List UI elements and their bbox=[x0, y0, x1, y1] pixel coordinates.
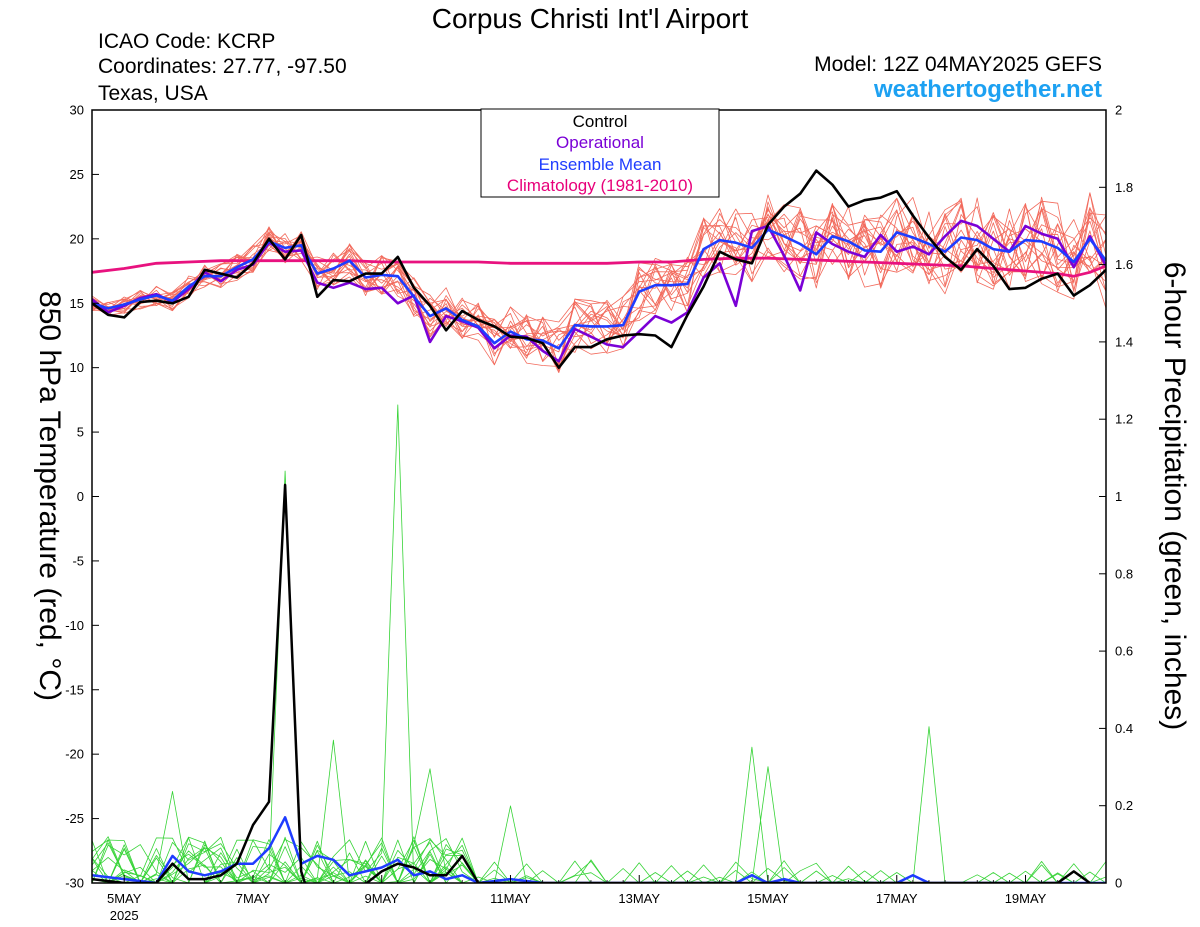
temp-member-line bbox=[92, 209, 1106, 350]
x-tick-label: 9MAY bbox=[364, 891, 399, 906]
precip-member-line bbox=[92, 768, 1106, 883]
right-tick-label: 0.4 bbox=[1115, 721, 1133, 736]
x-tick-label: 11MAY bbox=[490, 891, 531, 906]
temp-member-line bbox=[92, 208, 1106, 357]
left-tick-label: 15 bbox=[70, 296, 84, 311]
right-tick-label: 1.4 bbox=[1115, 334, 1133, 349]
control-line bbox=[92, 169, 1106, 370]
series-lines bbox=[92, 169, 1106, 883]
legend-climatology: Climatology (1981-2010) bbox=[507, 176, 693, 195]
legend-control: Control bbox=[573, 112, 628, 131]
legend-ensemble-mean: Ensemble Mean bbox=[539, 155, 662, 174]
precip-member-line bbox=[92, 739, 1106, 883]
right-tick-label: 0.8 bbox=[1115, 566, 1133, 581]
left-tick-label: 5 bbox=[77, 425, 84, 440]
precip-member-line bbox=[92, 839, 1106, 883]
precip-member-line bbox=[92, 766, 1106, 883]
right-tick-label: 1.2 bbox=[1115, 412, 1133, 427]
x-tick-label: 7MAY bbox=[236, 891, 271, 906]
left-tick-label: 30 bbox=[70, 103, 84, 118]
precip-member-line bbox=[92, 841, 1106, 883]
x-tick-label: 5MAY bbox=[107, 891, 142, 906]
temp-member-line bbox=[92, 213, 1106, 373]
temp-member-line bbox=[92, 192, 1106, 367]
website-link[interactable]: weathertogether.net bbox=[873, 76, 1102, 103]
left-tick-label: 20 bbox=[70, 231, 84, 246]
left-tick-label: -30 bbox=[65, 876, 84, 891]
left-tick-label: -10 bbox=[65, 618, 84, 633]
x-tick-label: 13MAY bbox=[618, 891, 660, 906]
x-tick-label: 17MAY bbox=[876, 891, 918, 906]
right-tick-label: 1 bbox=[1115, 489, 1122, 504]
location: Texas, USA bbox=[98, 82, 208, 105]
right-tick-label: 1.6 bbox=[1115, 257, 1133, 272]
precip-member-line bbox=[92, 836, 1106, 883]
left-tick-label: 25 bbox=[70, 167, 84, 182]
precip-member-line bbox=[92, 837, 1106, 883]
precip-member-line bbox=[92, 470, 1106, 883]
x-tick-label: 15MAY bbox=[747, 891, 789, 906]
precip-mean-line bbox=[92, 816, 1106, 883]
coordinates: Coordinates: 27.77, -97.50 bbox=[98, 55, 347, 78]
left-tick-label: -15 bbox=[65, 682, 84, 697]
left-axis-title: 850 hPa Temperature (red, °C) bbox=[33, 291, 66, 701]
climatology-line bbox=[92, 256, 1106, 278]
model-run: Model: 12Z 04MAY2025 GEFS bbox=[814, 53, 1102, 76]
legend-box bbox=[480, 108, 720, 198]
left-tick-label: 10 bbox=[70, 360, 84, 375]
precip-member-line bbox=[92, 836, 1106, 883]
ensemble-members bbox=[92, 192, 1106, 883]
temp-member-line bbox=[92, 197, 1106, 367]
right-tick-label: 0.6 bbox=[1115, 644, 1133, 659]
right-tick-label: 2 bbox=[1115, 103, 1122, 118]
right-tick-label: 0.2 bbox=[1115, 798, 1133, 813]
left-tick-label: 0 bbox=[77, 489, 84, 504]
left-tick-label: -25 bbox=[65, 811, 84, 826]
right-tick-label: 1.8 bbox=[1115, 180, 1133, 195]
precip-member-line bbox=[92, 791, 1106, 883]
x-tick-year: 2025 bbox=[110, 908, 139, 923]
precip-control-line bbox=[92, 483, 1091, 883]
precip-member-line bbox=[92, 726, 1106, 883]
precip-member-line bbox=[92, 404, 1106, 883]
temp-member-line bbox=[92, 201, 1106, 371]
legend: Control Operational Ensemble Mean Climat… bbox=[480, 108, 720, 198]
precip-member-line bbox=[92, 839, 1106, 883]
right-tick-label: 0 bbox=[1115, 876, 1122, 891]
axis-ticks: 302520151050-5-10-15-20-25-3021.81.61.41… bbox=[65, 103, 1133, 924]
icao-code: ICAO Code: KCRP bbox=[98, 30, 275, 53]
right-axis-title: 6-hour Precipitation (green, inches) bbox=[1158, 262, 1191, 731]
left-tick-label: -5 bbox=[72, 553, 84, 568]
left-tick-label: -20 bbox=[65, 747, 84, 762]
chart-title: Corpus Christi Int'l Airport bbox=[432, 3, 749, 34]
legend-operational: Operational bbox=[556, 133, 644, 152]
x-tick-label: 19MAY bbox=[1005, 891, 1047, 906]
operational-line bbox=[92, 219, 1106, 363]
